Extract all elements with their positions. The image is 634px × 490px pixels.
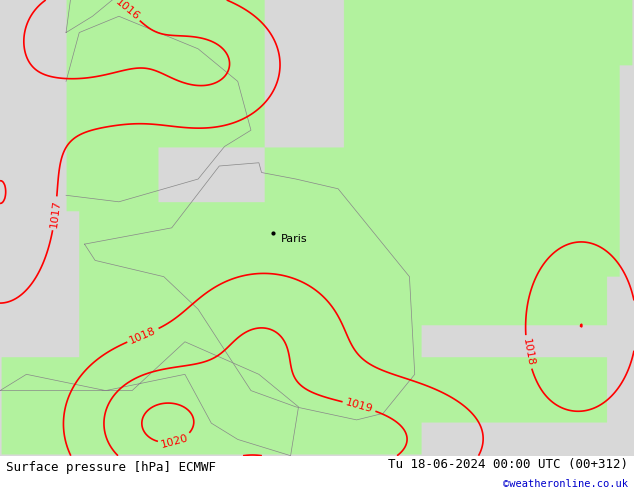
Text: 1018: 1018 <box>521 337 535 367</box>
Text: Paris: Paris <box>281 235 308 245</box>
Text: 1018: 1018 <box>128 325 158 345</box>
Text: Surface pressure [hPa] ECMWF: Surface pressure [hPa] ECMWF <box>6 462 216 474</box>
Text: 1016: 1016 <box>113 0 141 22</box>
Text: 1020: 1020 <box>160 433 190 450</box>
Text: 1017: 1017 <box>48 199 62 228</box>
Text: ©weatheronline.co.uk: ©weatheronline.co.uk <box>503 480 628 490</box>
Text: Tu 18-06-2024 00:00 UTC (00+312): Tu 18-06-2024 00:00 UTC (00+312) <box>387 458 628 471</box>
Text: 1019: 1019 <box>344 397 374 415</box>
